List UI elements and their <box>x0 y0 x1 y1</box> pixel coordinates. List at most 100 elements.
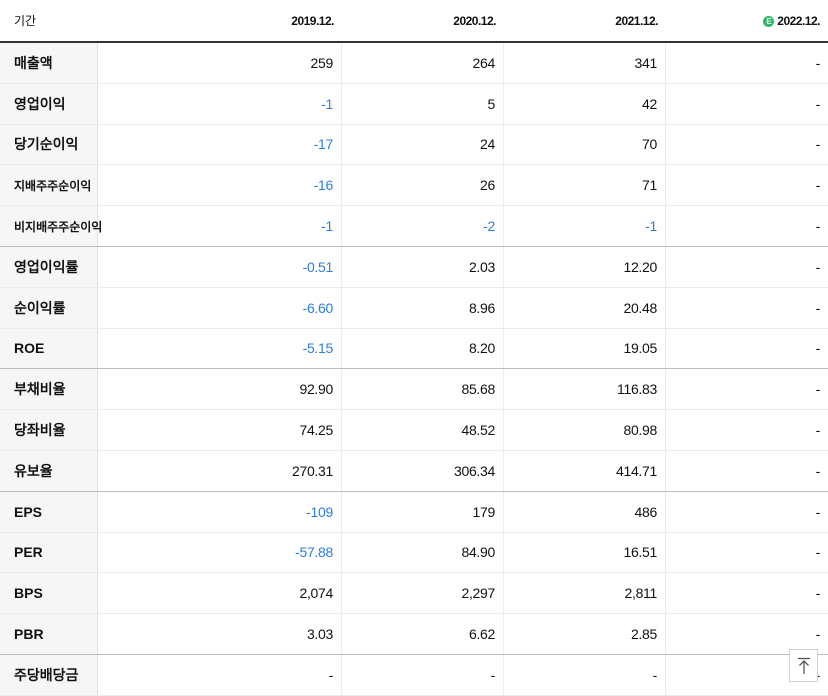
row-value: -6.60 <box>98 287 342 328</box>
row-value: 26 <box>342 165 504 206</box>
table-row: 주당배당금---- <box>0 654 828 696</box>
row-label: EPS <box>0 491 98 532</box>
row-value: 48.52 <box>342 410 504 450</box>
table-row: 부채비율 92.90 85.68 116.83 - <box>0 369 828 411</box>
table-body: 매출액 259 264 341- 영업이익 -1 5 42- 당기순이익 -17 24 70- 지배주주… <box>0 43 828 696</box>
row-value: 486 <box>504 491 666 532</box>
table-row: PBR 3.03 6.62 2.85 - <box>0 614 828 655</box>
table-row: 영업이익률 -0.51 2.03 12.20 - <box>0 246 828 288</box>
row-value: - <box>815 462 821 479</box>
table-row: ROE -5.15 8.20 19.05 - <box>0 328 828 370</box>
row-value: 92.90 <box>98 369 342 410</box>
row-label: 영업이익률 <box>0 246 98 287</box>
table-row: 순이익률 -6.60 8.96 20.48 - <box>0 287 828 329</box>
row-value: - <box>815 381 821 398</box>
row-value: 2.03 <box>342 246 504 287</box>
row-value: 24 <box>342 124 504 165</box>
table-row: EPS -109 179 486 - <box>0 491 828 533</box>
table-row: BPS 2,074 2,297 2,811 - <box>0 573 828 615</box>
row-value: 70 <box>504 124 666 165</box>
row-label: 주당배당금 <box>0 654 98 695</box>
row-label: 매출액 <box>0 43 98 83</box>
row-value: - <box>815 136 821 153</box>
row-label: ROE <box>0 328 98 369</box>
row-value: 2.85 <box>504 614 666 654</box>
row-value: - <box>815 503 821 520</box>
row-value: -2 <box>342 206 504 246</box>
row-value: 8.96 <box>342 287 504 328</box>
period-2022-label: 2022.12. <box>777 13 820 28</box>
row-value: - <box>815 54 821 71</box>
row-value: 179 <box>342 491 504 532</box>
row-label: 당기순이익 <box>0 124 98 165</box>
row-value: 85.68 <box>342 369 504 410</box>
row-value: 270.31 <box>98 450 342 491</box>
table-row: 영업이익 -1 5 42 - <box>0 83 828 125</box>
row-label: 유보율 <box>0 450 98 491</box>
period-2021: 2021.12. <box>615 13 658 28</box>
row-value: 84.90 <box>342 532 504 573</box>
arrow-up-icon <box>797 657 810 674</box>
row-value: - <box>815 177 821 194</box>
estimate-icon: E <box>763 15 775 27</box>
table-row: 비지배주주순이익 -1 -2 -1- <box>0 206 828 247</box>
table-row: 지배주주순이익 -16 26 71 - <box>0 165 828 207</box>
scroll-top-button[interactable] <box>789 649 818 682</box>
row-value: - <box>815 544 821 561</box>
row-label: 부채비율 <box>0 369 98 410</box>
row-value: -1 <box>504 206 666 246</box>
row-value: 16.51 <box>504 532 666 573</box>
row-value: -17 <box>98 124 342 165</box>
row-label: 영업이익 <box>0 83 98 124</box>
row-value: 5 <box>342 83 504 124</box>
row-value: 306.34 <box>342 450 504 491</box>
row-label: PBR <box>0 614 98 654</box>
row-value: - <box>815 585 821 602</box>
row-value: 2,074 <box>98 573 342 614</box>
table-row: 매출액 259 264 341 - <box>0 43 828 84</box>
row-value: 6.62 <box>342 614 504 654</box>
row-value: 12.20 <box>504 246 666 287</box>
row-value: - <box>815 626 821 643</box>
row-value: 414.71 <box>504 450 666 491</box>
row-value: -1 <box>98 206 342 246</box>
row-value: - <box>504 654 666 695</box>
row-value: 42 <box>504 83 666 124</box>
row-label: BPS <box>0 573 98 614</box>
row-value: -57.88 <box>98 532 342 573</box>
row-label: 지배주주순이익 <box>0 165 98 206</box>
row-value: 264 <box>342 43 504 83</box>
row-value: - <box>815 340 821 357</box>
row-value: 19.05 <box>504 328 666 369</box>
row-value: 20.48 <box>504 287 666 328</box>
row-value: - <box>815 95 821 112</box>
table-row: 당기순이익 -17 24 70 - <box>0 124 828 166</box>
table-row: 유보율 270.31 306.34 414.71 - <box>0 450 828 492</box>
row-value: 259 <box>98 43 342 83</box>
row-value: 74.25 <box>98 410 342 450</box>
row-value: -5.15 <box>98 328 342 369</box>
row-value: 8.20 <box>342 328 504 369</box>
row-value: 80.98 <box>504 410 666 450</box>
row-value: - <box>815 258 821 275</box>
row-value: -109 <box>98 491 342 532</box>
row-value: 116.83 <box>504 369 666 410</box>
row-value: 341 <box>504 43 666 83</box>
row-value: 3.03 <box>98 614 342 654</box>
period-2020: 2020.12. <box>453 13 496 28</box>
period-2019: 2019.12. <box>291 13 334 28</box>
row-label: PER <box>0 532 98 573</box>
row-value: 71 <box>504 165 666 206</box>
row-label: 당좌비율 <box>0 410 98 450</box>
table-row: PER -57.88 84.90 16.51 - <box>0 532 828 574</box>
row-value: -1 <box>98 83 342 124</box>
row-value: 2,811 <box>504 573 666 614</box>
table-row: 당좌비율 74.25 48.52 80.98 - <box>0 410 828 451</box>
row-value: -16 <box>98 165 342 206</box>
row-value: - <box>815 422 821 439</box>
period-label: 기간 <box>14 14 37 28</box>
row-label: 순이익률 <box>0 287 98 328</box>
period-2022: E 2022.12. <box>666 14 828 28</box>
row-value: - <box>815 218 821 235</box>
